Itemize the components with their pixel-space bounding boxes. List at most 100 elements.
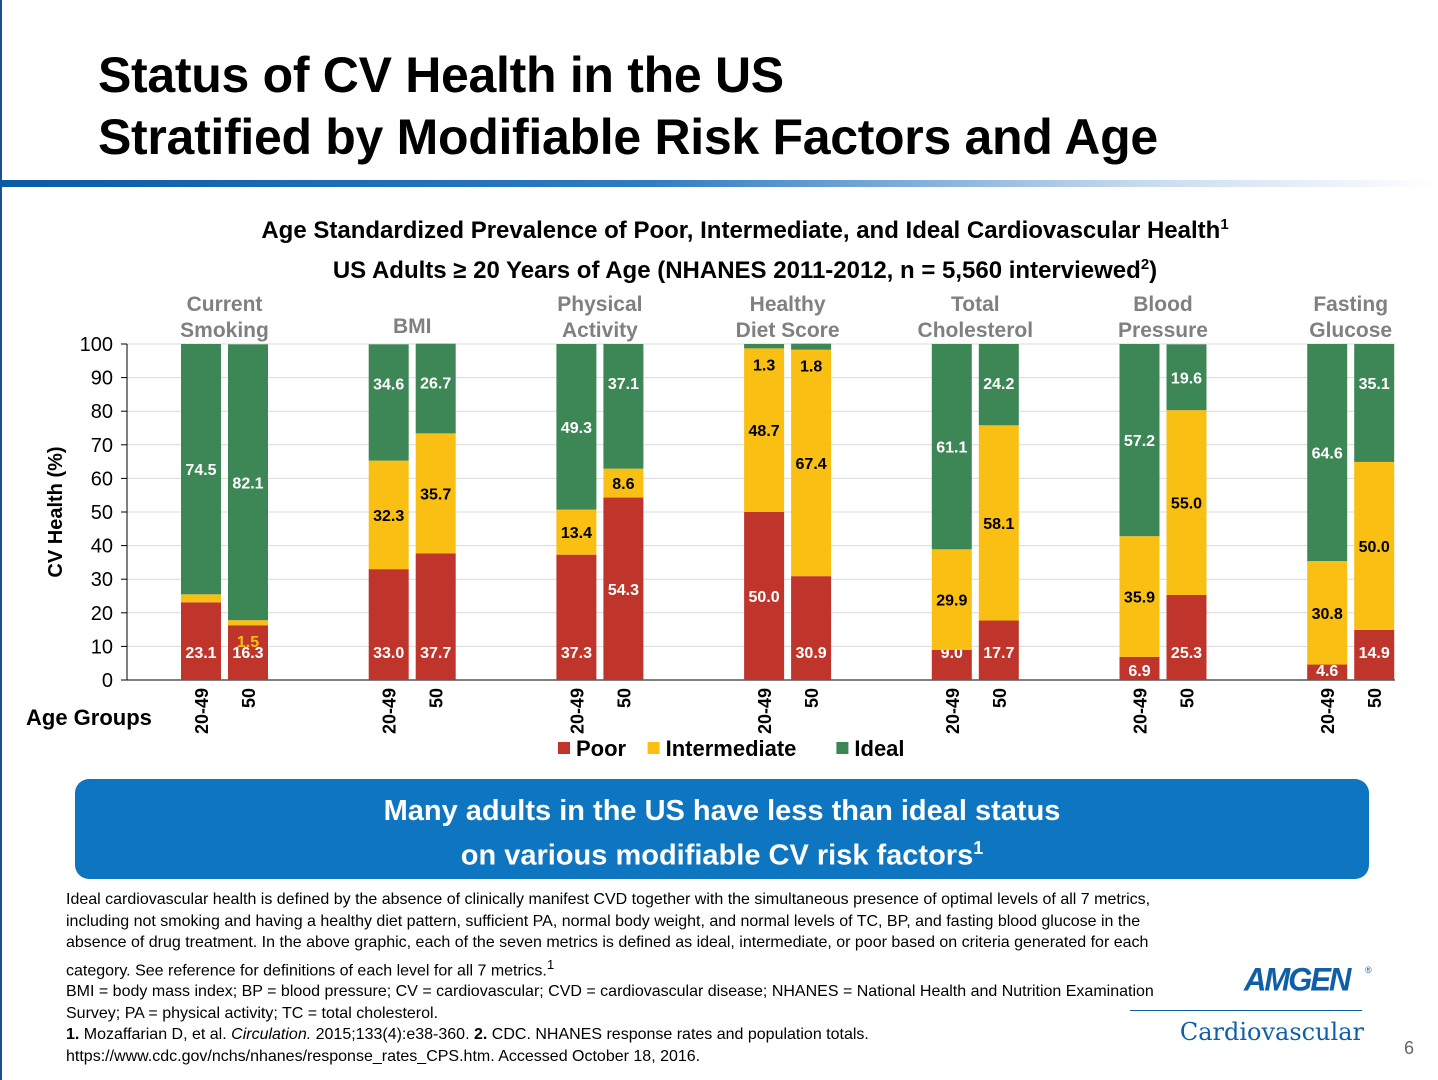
bar-segment-intermediate — [603, 468, 644, 498]
category-label: Cholesterol — [918, 319, 1034, 342]
y-tick-label: 20 — [91, 603, 113, 625]
bar-segment-poor — [603, 497, 644, 680]
data-label-intermediate: 1.5 — [237, 634, 259, 651]
callout-line2-text: on various modifiable CV risk factors — [460, 839, 974, 872]
data-label-intermediate: 29.9 — [936, 593, 967, 610]
bar-segment-poor — [1119, 656, 1160, 680]
bar-segment-intermediate — [556, 509, 597, 555]
data-label-ideal: 57.2 — [1124, 433, 1155, 450]
footnote-definition: Ideal cardiovascular health is defined b… — [66, 889, 1156, 981]
bar-segment-ideal — [1354, 344, 1395, 462]
data-label-intermediate: 8.6 — [612, 476, 634, 493]
bar-segment-poor — [368, 569, 409, 680]
bar-segment-ideal — [744, 344, 785, 349]
key-message-callout: Many adults in the US have less than ide… — [75, 779, 1369, 879]
subtitle-line1-text: Age Standardized Prevalence of Poor, Int… — [261, 217, 1221, 244]
left-edge-rule — [0, 0, 2, 1080]
x-axis-title: Age Groups — [26, 705, 152, 730]
bar-segment-intermediate — [931, 549, 972, 650]
bar-segment-intermediate — [181, 594, 221, 603]
bar-segment-poor — [931, 649, 972, 680]
category-label: Smoking — [180, 319, 269, 342]
bar-segment-ideal — [1166, 344, 1207, 411]
slide-title: Status of CV Health in the US Stratified… — [98, 44, 1158, 168]
reference-1-authors: Mozaffarian D, et al. — [83, 1026, 227, 1043]
reference-1: 1. Mozaffarian D, et al. Circulation. 20… — [66, 1024, 1066, 1046]
data-label-ideal: 74.5 — [185, 462, 216, 479]
data-label-intermediate: 13.4 — [561, 525, 592, 542]
bar-segment-ideal — [603, 344, 644, 469]
footnote-definition-text: Ideal cardiovascular health is defined b… — [66, 891, 1151, 979]
data-label-intermediate: 30.8 — [1312, 606, 1343, 623]
data-label-poor: 4.6 — [1316, 663, 1338, 680]
bar-segment-intermediate — [368, 460, 409, 570]
bar-segment-poor — [744, 512, 785, 680]
bar-segment-poor — [415, 553, 456, 680]
age-group-label: 20-49 — [567, 688, 587, 734]
y-tick-label: 10 — [91, 636, 113, 658]
slide-title-line-2: Stratified by Modifiable Risk Factors an… — [98, 109, 1158, 165]
data-label-poor: 50.0 — [749, 589, 780, 606]
reference-1-number: 1. — [66, 1026, 80, 1043]
callout-footnote: 1 — [973, 838, 984, 858]
age-group-label: 20-49 — [1131, 688, 1151, 734]
logo-subtitle: Cardiovascular — [1179, 1018, 1364, 1046]
bar-segment-intermediate — [744, 348, 785, 512]
chart-subtitle-line-2: US Adults ≥ 20 Years of Age (NHANES 2011… — [0, 248, 1438, 288]
category-label: Physical — [557, 293, 642, 316]
subtitle-line2-text: US Adults ≥ 20 Years of Age (NHANES 2011… — [332, 257, 1141, 284]
subtitle-line2-close: ) — [1149, 257, 1158, 284]
registered-mark: ® — [1365, 965, 1372, 975]
y-tick-label: 50 — [91, 502, 113, 524]
y-tick-label: 30 — [91, 569, 113, 591]
data-label-poor: 6.9 — [1128, 663, 1150, 680]
chart-subtitle-line-1: Age Standardized Prevalence of Poor, Int… — [0, 208, 1438, 248]
y-axis-title: CV Health (%) — [45, 446, 67, 577]
data-label-poor: 23.1 — [185, 645, 216, 662]
age-group-label: 50 — [1178, 688, 1198, 708]
data-label-ideal: 82.1 — [232, 475, 263, 492]
bar-segment-intermediate — [978, 425, 1019, 621]
age-group-label: 50 — [802, 688, 822, 708]
bar-segment-ideal — [368, 344, 409, 461]
data-label-ideal: 26.7 — [420, 376, 451, 393]
data-label-intermediate: 48.7 — [749, 423, 780, 440]
category-label: Diet Score — [736, 319, 840, 342]
age-group-label: 20-49 — [755, 688, 775, 734]
reference-1-citation: 2015;133(4):e38-360. — [315, 1026, 470, 1043]
age-group-label: 20-49 — [380, 688, 400, 734]
category-label: Current — [187, 293, 263, 316]
reference-2-number: 2. — [473, 1026, 488, 1043]
data-label-ideal: 37.1 — [608, 376, 639, 393]
bar-segment-ideal — [1119, 344, 1160, 537]
category-label: Total — [951, 293, 1000, 316]
data-label-poor: 37.7 — [420, 645, 451, 662]
age-group-label: 50 — [239, 688, 259, 708]
y-tick-label: 0 — [102, 670, 113, 692]
footnotes: Ideal cardiovascular health is defined b… — [66, 889, 1156, 1024]
data-label-ideal: 64.6 — [1312, 446, 1343, 463]
data-label-ideal: 24.2 — [983, 376, 1014, 393]
bar-segment-intermediate — [791, 349, 832, 577]
bar-segment-poor — [1166, 594, 1207, 680]
logo-divider — [1130, 1010, 1362, 1011]
bar-segment-intermediate — [228, 620, 268, 626]
legend-label-ideal: Ideal — [854, 736, 904, 761]
data-label-poor: 37.3 — [561, 645, 592, 662]
data-label-intermediate: 67.4 — [796, 456, 827, 473]
bar-segment-poor — [181, 602, 221, 680]
data-label-intermediate: 35.7 — [420, 486, 451, 503]
title-divider — [0, 180, 1438, 187]
footnote-abbreviations: BMI = body mass index; BP = blood pressu… — [66, 983, 1154, 1022]
y-tick-label: 90 — [91, 368, 113, 390]
legend-label-poor: Poor — [576, 736, 627, 761]
age-group-label: 20-49 — [192, 688, 212, 734]
data-label-intermediate: 35.9 — [1124, 590, 1155, 607]
bar-segment-ideal — [978, 344, 1019, 426]
age-group-label: 20-49 — [1318, 688, 1338, 734]
bar-segment-poor — [1354, 629, 1395, 680]
legend-swatch-intermediate — [647, 742, 660, 754]
chart-subtitle: Age Standardized Prevalence of Poor, Int… — [0, 208, 1438, 288]
references: 1. Mozaffarian D, et al. Circulation. 20… — [66, 1024, 1066, 1067]
bar-segment-ideal — [181, 344, 221, 595]
